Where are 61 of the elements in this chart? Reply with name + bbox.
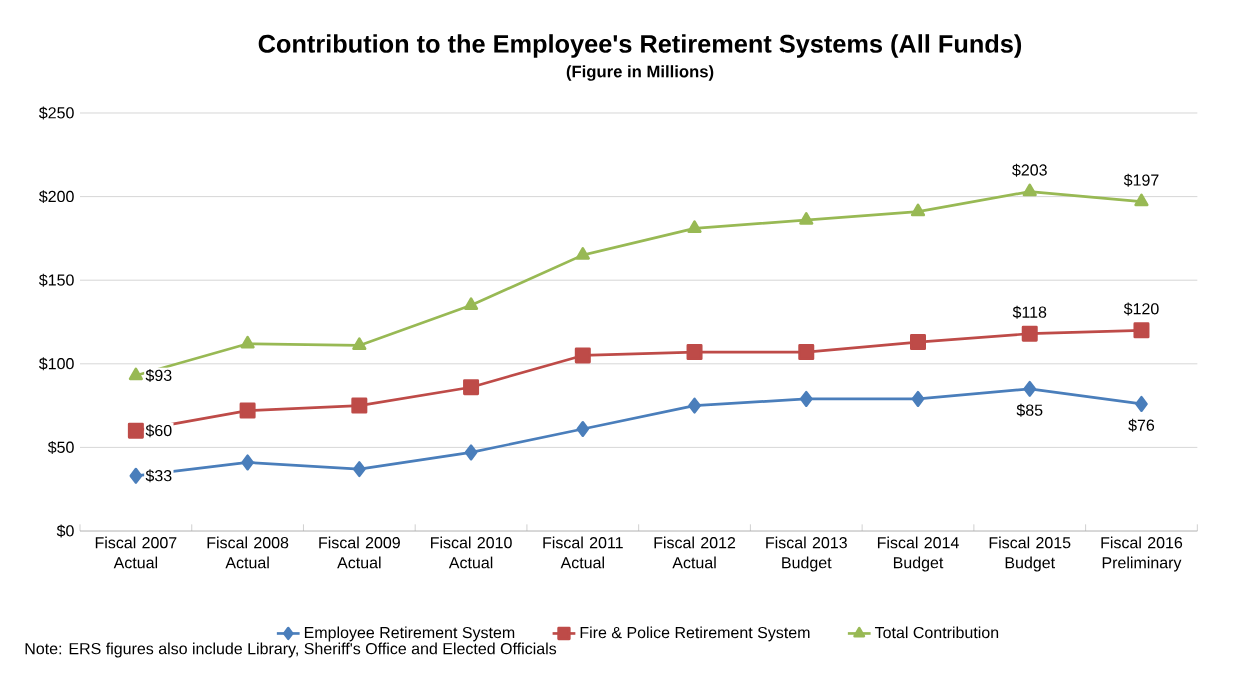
- point: [688, 397, 701, 414]
- point: [352, 461, 366, 478]
- y-tick-label: $100: [38, 357, 74, 371]
- data-label: $33: [145, 469, 172, 483]
- legend-label: Fire & Police Retirement System: [580, 626, 810, 642]
- point: [463, 297, 479, 310]
- point: [1023, 380, 1037, 397]
- data-label: $93: [145, 369, 172, 382]
- point: [463, 379, 480, 396]
- point: [1133, 322, 1150, 339]
- x-tick-label: Fiscal 2013 Budget: [766, 536, 847, 572]
- data-label: $76: [1128, 418, 1155, 432]
- y-tick-label: $150: [38, 273, 74, 287]
- point: [241, 454, 254, 471]
- x-tick-label: Fiscal 2014 Budget: [877, 536, 959, 572]
- point: [575, 247, 590, 260]
- point: [1135, 395, 1148, 412]
- x-tick-label: Fiscal 2009 Actual: [319, 536, 400, 569]
- chart-subtitle: (Figure in Millions): [566, 65, 714, 81]
- y-tick-label: $250: [38, 106, 74, 120]
- data-label: $85: [1016, 403, 1043, 417]
- point: [239, 402, 256, 419]
- x-tick-label: Fiscal 2008 Actual: [207, 536, 289, 569]
- data-label: $60: [145, 424, 172, 438]
- x-tick-label: Fiscal 2016 Preliminary: [1101, 536, 1183, 572]
- legend-label: Employee Retirement System: [304, 626, 515, 642]
- point: [351, 397, 368, 414]
- point: [687, 220, 702, 234]
- point: [1022, 183, 1037, 197]
- point: [240, 335, 255, 349]
- data-label: $120: [1123, 302, 1159, 316]
- point: [1134, 193, 1149, 207]
- point: [576, 421, 590, 438]
- data-label: $203: [1012, 163, 1047, 177]
- point: [799, 390, 813, 407]
- point: [574, 347, 591, 364]
- point: [1021, 325, 1038, 342]
- point: [129, 467, 143, 484]
- y-tick-label: $50: [47, 440, 74, 454]
- point: [911, 390, 925, 407]
- chart-title: Contribution to the Employee's Retirement Systems (All Funds): [258, 34, 1022, 58]
- point: [799, 212, 814, 225]
- y-tick-label: $200: [38, 190, 74, 204]
- x-tick-label: Fiscal 2011 Actual: [543, 536, 623, 569]
- point: [910, 203, 926, 217]
- x-tick-label: Fiscal 2010 Actual: [431, 536, 512, 569]
- point: [910, 334, 927, 351]
- x-tick-label: Fiscal 2007 Actual: [95, 536, 177, 569]
- point: [352, 337, 367, 351]
- point: [686, 344, 703, 361]
- point: [798, 344, 815, 361]
- x-tick-label: Fiscal 2012 Actual: [654, 536, 736, 569]
- y-tick-label: $0: [56, 524, 74, 538]
- point: [464, 444, 478, 461]
- point: [128, 367, 143, 381]
- data-label: $118: [1012, 305, 1047, 319]
- text: Note: ERS figures also include Library, Sheriff's Office and Elected Officials: [25, 642, 557, 658]
- point: [127, 422, 144, 439]
- x-tick-label: Fiscal 2015 Budget: [989, 536, 1071, 572]
- legend-label: Total Contribution: [874, 626, 999, 639]
- data-label: $197: [1123, 173, 1159, 187]
